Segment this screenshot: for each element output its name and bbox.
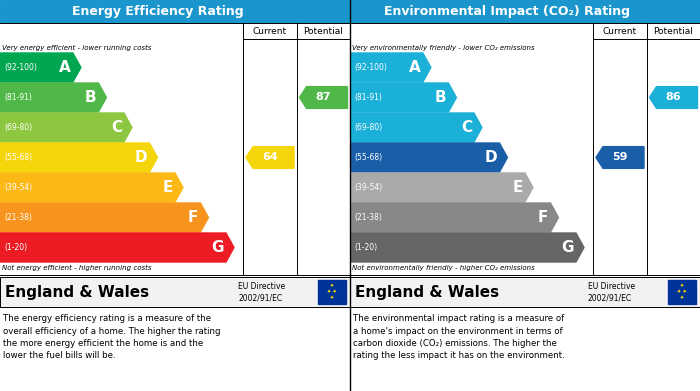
- Bar: [0, 277, 350, 307]
- Polygon shape: [350, 113, 482, 142]
- Polygon shape: [0, 83, 106, 112]
- Text: G: G: [211, 240, 224, 255]
- Bar: [0, 0, 350, 22]
- Bar: [318, 280, 346, 304]
- Text: (21-38): (21-38): [354, 213, 382, 222]
- Text: Very energy efficient - lower running costs: Very energy efficient - lower running co…: [2, 45, 151, 51]
- Text: F: F: [188, 210, 199, 225]
- Text: Not environmentally friendly - higher CO₂ emissions: Not environmentally friendly - higher CO…: [352, 265, 535, 271]
- Text: (92-100): (92-100): [4, 63, 37, 72]
- Text: Environmental Impact (CO₂) Rating: Environmental Impact (CO₂) Rating: [384, 5, 631, 18]
- Text: Current: Current: [603, 27, 637, 36]
- Polygon shape: [350, 173, 533, 202]
- Text: 86: 86: [666, 93, 681, 102]
- Text: Very environmentally friendly - lower CO₂ emissions: Very environmentally friendly - lower CO…: [352, 45, 535, 51]
- Text: (1-20): (1-20): [4, 243, 27, 252]
- Text: The energy efficiency rating is a measure of the
overall efficiency of a home. T: The energy efficiency rating is a measur…: [3, 314, 220, 361]
- Text: Potential: Potential: [654, 27, 694, 36]
- Text: 59: 59: [612, 152, 628, 163]
- Text: C: C: [111, 120, 122, 135]
- Text: B: B: [85, 90, 97, 105]
- Text: E: E: [512, 180, 523, 195]
- Text: D: D: [485, 150, 498, 165]
- Bar: [350, 277, 700, 307]
- Polygon shape: [0, 233, 234, 262]
- Text: ✦
✦ ✦
✦: ✦ ✦ ✦ ✦: [677, 284, 687, 300]
- Text: England & Wales: England & Wales: [355, 285, 499, 300]
- Text: Potential: Potential: [304, 27, 344, 36]
- Text: (69-80): (69-80): [354, 123, 382, 132]
- Text: England & Wales: England & Wales: [5, 285, 149, 300]
- Polygon shape: [596, 147, 644, 169]
- Bar: [350, 0, 700, 22]
- Polygon shape: [350, 233, 584, 262]
- Text: (81-91): (81-91): [4, 93, 32, 102]
- Text: Energy Efficiency Rating: Energy Efficiency Rating: [71, 5, 244, 18]
- Text: (21-38): (21-38): [4, 213, 32, 222]
- Text: B: B: [435, 90, 447, 105]
- Polygon shape: [350, 53, 431, 82]
- Text: EU Directive
2002/91/EC: EU Directive 2002/91/EC: [238, 282, 285, 302]
- Text: (81-91): (81-91): [354, 93, 382, 102]
- Text: (55-68): (55-68): [4, 153, 32, 162]
- Text: Not energy efficient - higher running costs: Not energy efficient - higher running co…: [2, 265, 151, 271]
- Polygon shape: [350, 143, 508, 172]
- Text: (39-54): (39-54): [354, 183, 382, 192]
- Text: E: E: [162, 180, 173, 195]
- Text: (39-54): (39-54): [4, 183, 32, 192]
- Text: ✦
✦ ✦
✦: ✦ ✦ ✦ ✦: [327, 284, 337, 300]
- Text: Current: Current: [253, 27, 287, 36]
- Text: 64: 64: [262, 152, 278, 163]
- Polygon shape: [0, 143, 158, 172]
- Text: EU Directive
2002/91/EC: EU Directive 2002/91/EC: [588, 282, 635, 302]
- Polygon shape: [246, 147, 294, 169]
- Polygon shape: [0, 203, 209, 232]
- Text: 87: 87: [316, 93, 331, 102]
- Text: (55-68): (55-68): [354, 153, 382, 162]
- Polygon shape: [0, 173, 183, 202]
- Text: A: A: [59, 60, 71, 75]
- Polygon shape: [650, 87, 697, 108]
- Text: (92-100): (92-100): [354, 63, 387, 72]
- Polygon shape: [300, 87, 347, 108]
- Polygon shape: [350, 83, 456, 112]
- Text: (1-20): (1-20): [354, 243, 377, 252]
- Polygon shape: [0, 53, 81, 82]
- Text: A: A: [409, 60, 421, 75]
- Text: (69-80): (69-80): [4, 123, 32, 132]
- Text: C: C: [461, 120, 472, 135]
- Polygon shape: [0, 113, 132, 142]
- Text: The environmental impact rating is a measure of
a home's impact on the environme: The environmental impact rating is a mea…: [353, 314, 565, 361]
- Text: F: F: [538, 210, 549, 225]
- Text: D: D: [135, 150, 148, 165]
- Text: G: G: [561, 240, 574, 255]
- Polygon shape: [350, 203, 559, 232]
- Bar: [668, 280, 696, 304]
